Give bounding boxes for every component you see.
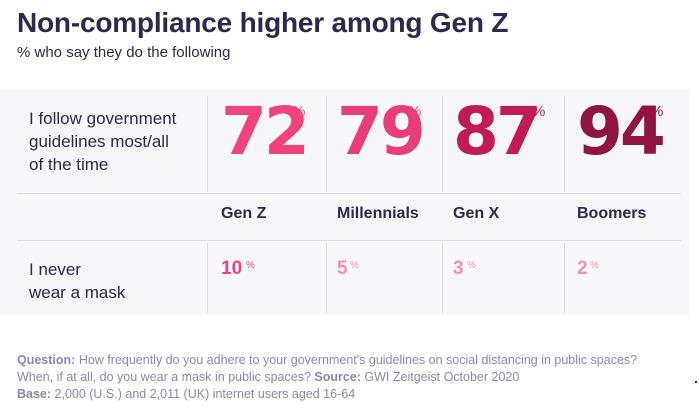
percent-sign: % <box>246 260 255 271</box>
base-label: Base: <box>17 387 52 401</box>
decorative-dot <box>695 381 697 383</box>
stat-mask-boomers: 2 <box>577 258 588 279</box>
stat-mask-gen-x: 3 <box>453 258 464 279</box>
row-label-never-mask: I never wear a mask <box>29 258 125 304</box>
column-header-gen-x: Gen X <box>453 205 500 222</box>
table-panel <box>0 89 690 315</box>
column-divider <box>442 243 443 313</box>
column-divider <box>564 243 565 313</box>
row-label-line: of the time <box>29 155 109 174</box>
column-header-gen-z: Gen Z <box>221 205 267 222</box>
stat-follow-gen-z: 72 <box>221 93 310 170</box>
stat-follow-millennials: 79 <box>337 93 426 170</box>
stat-follow-boomers: 94 <box>577 93 666 170</box>
percent-sign: % <box>532 103 546 120</box>
row-label-line: I follow government <box>29 109 177 128</box>
source-label: Source: <box>310 370 361 384</box>
row-divider <box>17 193 681 194</box>
column-divider <box>207 96 208 192</box>
column-header-millennials: Millennials <box>337 205 419 222</box>
stat-mask-millennials: 5 <box>337 258 348 279</box>
column-divider <box>326 96 327 192</box>
source-text: GWI Zeitgeist October 2020 <box>360 370 520 384</box>
question-label: Question: <box>17 353 76 367</box>
stat-mask-gen-z: 10 <box>221 258 243 279</box>
percent-sign: % <box>292 103 306 120</box>
row-label-line: wear a mask <box>29 283 126 302</box>
column-divider <box>442 96 443 192</box>
row-divider <box>17 240 681 241</box>
row-label-follow-guidelines: I follow government guidelines most/all … <box>29 107 176 176</box>
column-header-boomers: Boomers <box>577 205 647 222</box>
base-text: 2,000 (U.S.) and 2,011 (UK) internet use… <box>51 387 356 401</box>
percent-sign: % <box>467 260 476 271</box>
stat-follow-gen-x: 87 <box>453 93 542 170</box>
row-label-line: guidelines most/all <box>29 132 169 151</box>
percent-sign: % <box>350 260 359 271</box>
percent-sign: % <box>590 260 599 271</box>
column-divider <box>326 243 327 313</box>
column-divider <box>207 243 208 313</box>
row-label-line: I never <box>29 260 81 279</box>
footnote: Question: How frequently do you adhere t… <box>17 352 667 403</box>
percent-sign: % <box>408 103 422 120</box>
chart-subtitle: % who say they do the following <box>17 44 231 61</box>
question-text: How frequently do you adhere to your gov… <box>17 353 638 384</box>
chart-title: Non-compliance higher among Gen Z <box>17 7 509 38</box>
column-divider <box>564 96 565 192</box>
percent-sign: % <box>650 103 664 120</box>
